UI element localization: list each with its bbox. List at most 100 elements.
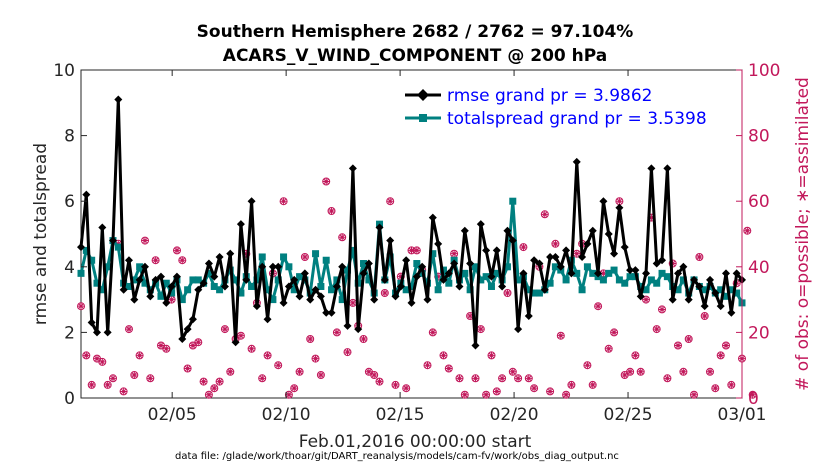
obs-assimilated-marker <box>280 197 288 205</box>
rmse-point <box>274 262 283 271</box>
rmse-point <box>247 197 256 206</box>
rmse-point <box>695 282 704 291</box>
obs-assimilated-marker <box>98 358 106 366</box>
totalspread-point <box>509 197 517 205</box>
y-tick-label: 4 <box>64 258 75 278</box>
rmse-point <box>263 315 272 324</box>
obs-assimilated-marker <box>162 345 170 353</box>
obs-assimilated-marker <box>381 289 389 297</box>
totalspread-point <box>210 282 218 290</box>
x-tick-label: 02/05 <box>148 405 197 425</box>
obs-assimilated-marker <box>370 371 378 379</box>
rmse-point <box>322 308 331 317</box>
totalspread-point <box>599 276 607 284</box>
totalspread-point <box>605 269 613 277</box>
legend: rmse grand pr = 3.9862 totalspread grand… <box>405 86 707 129</box>
rmse-point <box>423 295 432 304</box>
rmse-point <box>162 298 171 307</box>
rmse-point <box>583 239 592 248</box>
obs-assimilated-marker <box>583 361 591 369</box>
rmse-point <box>460 226 469 235</box>
totalspread-point <box>471 263 479 271</box>
totalspread-point <box>360 260 368 268</box>
rmse-point <box>82 190 91 199</box>
totalspread-point <box>130 276 138 284</box>
y-right-tick-label: 40 <box>748 258 770 278</box>
obs-assimilated-marker <box>312 355 320 363</box>
rmse-point <box>551 252 560 261</box>
totalspread-point <box>583 263 591 271</box>
obs-assimilated-marker <box>344 348 352 356</box>
obs-assimilated-marker <box>328 207 336 215</box>
obs-assimilated-marker <box>450 250 458 258</box>
totalspread-point <box>663 273 671 281</box>
rmse-point <box>178 334 187 343</box>
rmse-point <box>194 285 203 294</box>
obs-assimilated-marker <box>104 381 112 389</box>
obs-assimilated-marker <box>290 384 298 392</box>
rmse-point <box>626 266 635 275</box>
obs-count-series <box>77 177 757 399</box>
obs-assimilated-marker <box>221 325 229 333</box>
obs-assimilated-marker <box>408 246 415 254</box>
obs-assimilated-marker <box>157 342 165 350</box>
totalspread-point <box>434 286 442 294</box>
rmse-point <box>674 269 683 278</box>
rmse-point <box>226 249 235 258</box>
rmse-point <box>492 246 501 255</box>
totalspread-point <box>141 279 149 287</box>
x-tick-label: 03/01 <box>718 405 767 425</box>
obs-assimilated-marker <box>338 233 346 241</box>
rmse-point <box>364 259 373 268</box>
totalspread-point <box>237 289 245 297</box>
obs-assimilated-marker <box>530 384 538 392</box>
obs-assimilated-marker <box>653 325 661 333</box>
data-file-footnote: data file: /glade/work/thoar/git/DART_re… <box>175 451 619 462</box>
totalspread-point <box>461 269 469 277</box>
y-right-tick-label: 100 <box>748 61 780 81</box>
totalspread-point <box>493 269 501 277</box>
rmse-point <box>402 256 411 265</box>
rmse-point <box>615 203 624 212</box>
obs-assimilated-marker <box>482 391 490 399</box>
obs-assimilated-marker <box>471 374 479 382</box>
rmse-point <box>130 295 139 304</box>
obs-assimilated-marker <box>184 364 192 372</box>
obs-assimilated-marker <box>301 253 309 261</box>
totalspread-point <box>162 279 170 287</box>
obs-assimilated-marker <box>562 391 570 399</box>
totalspread-point <box>232 276 240 284</box>
x-tick-label: 02/25 <box>604 405 653 425</box>
totalspread-point <box>264 286 272 294</box>
rmse-point <box>77 243 85 252</box>
obs-assimilated-marker <box>701 312 709 320</box>
rmse-point <box>268 262 277 271</box>
totalspread-point <box>365 276 373 284</box>
totalspread-point <box>88 256 96 264</box>
obs-assimilated-marker <box>296 368 304 376</box>
rmse-point <box>135 275 144 284</box>
obs-assimilated-marker <box>109 374 117 382</box>
legend-rmse: rmse grand pr = 3.9862 <box>447 86 652 106</box>
rmse-point <box>572 157 581 166</box>
obs-assimilated-marker <box>264 351 272 359</box>
totalspread-point <box>573 269 581 277</box>
obs-assimilated-marker <box>546 387 554 395</box>
rmse-point <box>503 226 512 235</box>
obs-assimilated-marker <box>690 391 698 399</box>
rmse-point <box>439 275 448 284</box>
obs-assimilated-marker <box>642 296 650 304</box>
obs-assimilated-marker <box>306 335 314 343</box>
rmse-point <box>290 275 299 284</box>
rmse-point <box>311 285 320 294</box>
rmse-point <box>594 269 603 278</box>
rmse-point <box>98 223 107 232</box>
totalspread-point <box>429 250 437 258</box>
rmse-point <box>343 321 352 330</box>
rmse-point <box>140 262 149 271</box>
rmse-point <box>690 275 699 284</box>
obs-assimilated-marker <box>376 378 384 386</box>
rmse-point <box>722 269 731 278</box>
obs-assimilated-marker <box>679 368 687 376</box>
rmse-point <box>535 259 544 268</box>
